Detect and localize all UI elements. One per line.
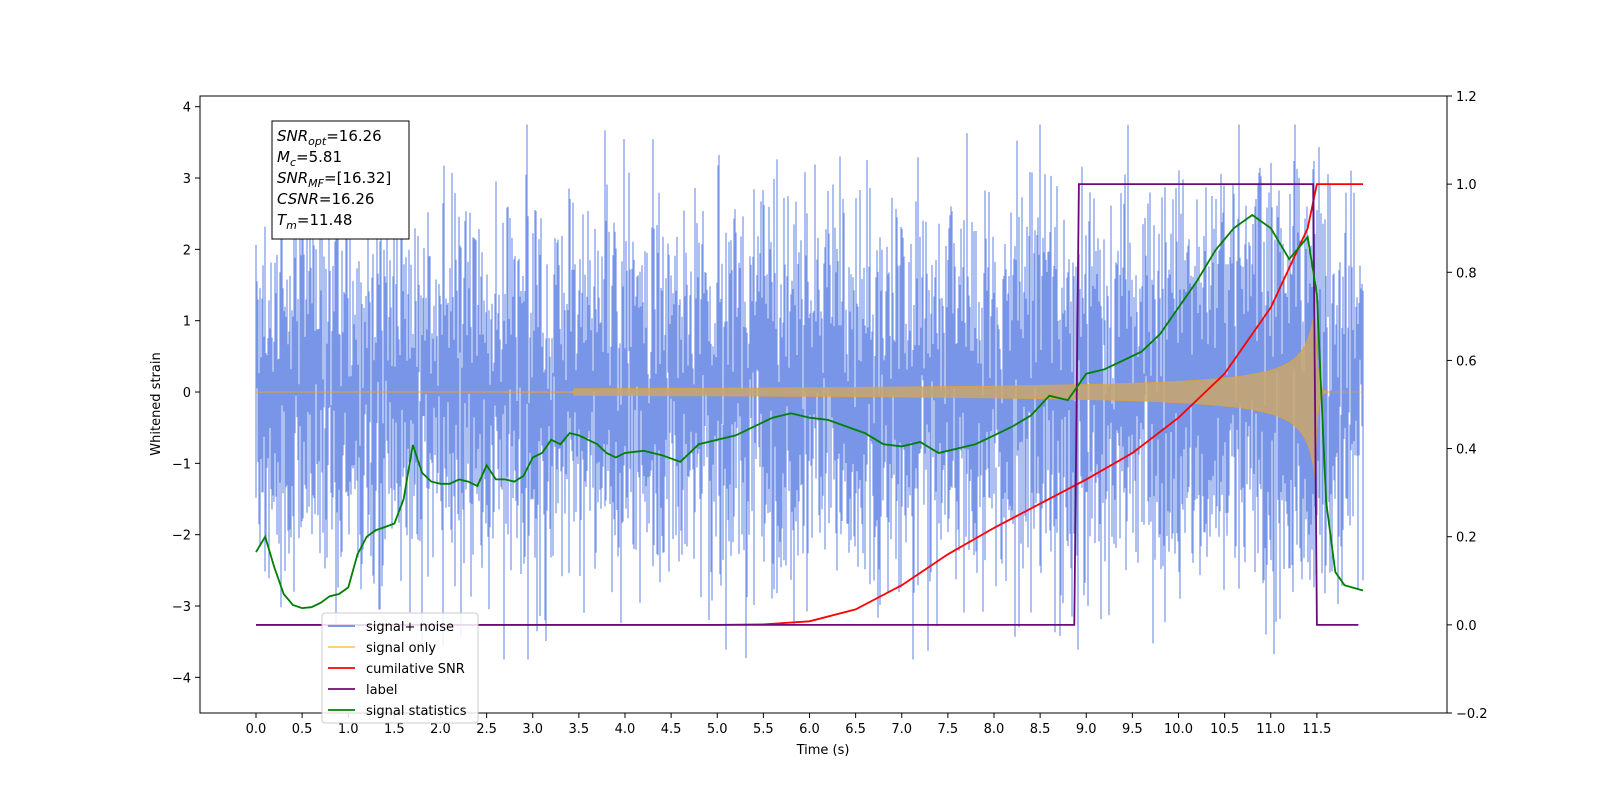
legend: signal+ noise signal only cumilative SNR la… xyxy=(321,612,479,724)
parameters-box: SNRopt=16.26Mc=5.81SNRMF=[16.32]CSNR=16.… xyxy=(271,120,410,240)
parameter-line: Mc=5.81 xyxy=(277,148,342,169)
x-tick-label: 4.0 xyxy=(615,722,636,737)
x-tick-label: 0.0 xyxy=(246,722,267,737)
x-tick-label: 3.5 xyxy=(569,722,590,737)
y2-tick-label: 0.2 xyxy=(1456,531,1477,546)
x-tick-label: 4.5 xyxy=(661,722,682,737)
series-label xyxy=(256,183,1359,626)
x-axis: 0.0 0.5 1.0 1.5 2.0 2.5 3.0 3.5 4.0 4.5 5.0 5.5 6.0 6… xyxy=(246,713,1331,737)
y-tick-label: −1 xyxy=(172,457,191,472)
series-signal-statistics xyxy=(255,213,1364,610)
y-tick-label: 4 xyxy=(183,101,191,116)
parameters-box-frame xyxy=(271,120,410,240)
x-tick-label: 7.5 xyxy=(938,722,959,737)
x-tick-label: 6.5 xyxy=(845,722,866,737)
y-tick-label: 0 xyxy=(183,386,191,401)
x-tick-label: 0.5 xyxy=(292,722,313,737)
x-tick-label: 8.0 xyxy=(984,722,1005,737)
parameter-line: SNRMF=[16.32] xyxy=(277,169,391,190)
y-tick-label: 1 xyxy=(183,315,191,330)
y2-tick-label: 0.0 xyxy=(1456,619,1477,634)
x-tick-label: 9.5 xyxy=(1122,722,1143,737)
legend-entry: signal+ noise xyxy=(366,620,454,635)
x-tick-label: 10.5 xyxy=(1210,722,1239,737)
parameter-line: SNRopt=16.26 xyxy=(277,127,382,148)
x-tick-label: 9.0 xyxy=(1076,722,1097,737)
x-tick-label: 5.5 xyxy=(753,722,774,737)
series-cumilative-snr xyxy=(256,183,1363,626)
y2-tick-label: −0.2 xyxy=(1456,707,1488,722)
y-tick-label: −4 xyxy=(172,671,191,686)
x-tick-label: 5.0 xyxy=(707,722,728,737)
y2-tick-label: 1.2 xyxy=(1456,90,1477,105)
y-tick-label: 2 xyxy=(183,243,191,258)
legend-entry: signal statistics xyxy=(366,704,467,719)
legend-entry: cumilative SNR xyxy=(366,662,465,677)
x-tick-label: 10.0 xyxy=(1164,722,1193,737)
x-tick-label: 11.0 xyxy=(1256,722,1285,737)
y2-tick-label: 0.8 xyxy=(1456,266,1477,281)
legend-entry: label xyxy=(366,683,397,698)
y2-tick-label: 1.0 xyxy=(1456,178,1477,193)
y-axis-label: Whitened strain xyxy=(149,352,164,455)
x-tick-label: 2.5 xyxy=(476,722,497,737)
parameter-line: Tm=11.48 xyxy=(277,211,352,232)
series-signal-only xyxy=(255,306,1363,478)
y2-tick-label: 0.6 xyxy=(1456,354,1477,369)
x-axis-label: Time (s) xyxy=(796,743,850,758)
x-tick-label: 3.0 xyxy=(522,722,543,737)
x-tick-label: 8.5 xyxy=(1030,722,1051,737)
legend-entry: signal only xyxy=(366,641,436,656)
y2-tick-label: 0.4 xyxy=(1456,443,1477,458)
x-tick-label: 11.5 xyxy=(1302,722,1331,737)
y-axis-right: 1.2 1.0 0.8 0.6 0.4 0.2 0.0 −0.2 xyxy=(1447,90,1488,722)
plot-area xyxy=(255,124,1364,660)
x-tick-label: 2.0 xyxy=(430,722,451,737)
x-tick-label: 1.0 xyxy=(338,722,359,737)
parameter-line: CSNR=16.26 xyxy=(277,190,374,208)
y-tick-label: −3 xyxy=(172,600,191,615)
plot-frame xyxy=(199,95,1448,714)
y-axis-left: 4 3 2 1 0 −1 −2 −3 −4 xyxy=(172,101,200,686)
x-tick-label: 6.0 xyxy=(799,722,820,737)
y-tick-label: −2 xyxy=(172,529,191,544)
x-tick-label: 1.5 xyxy=(384,722,405,737)
legend-frame xyxy=(321,612,479,724)
y-tick-label: 3 xyxy=(183,172,191,187)
x-tick-label: 7.0 xyxy=(891,722,912,737)
